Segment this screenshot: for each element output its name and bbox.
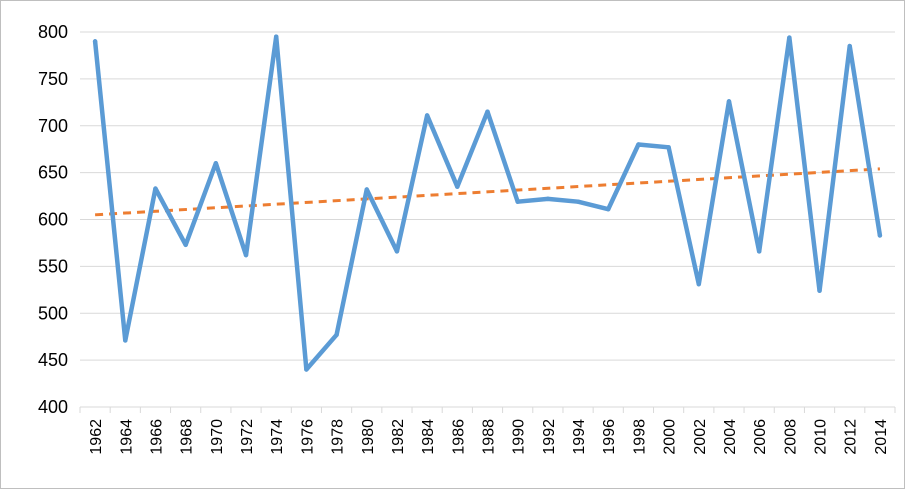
x-tick-label: 2006 — [752, 419, 769, 455]
x-tick-label: 1998 — [631, 419, 648, 455]
data-point-1990 — [515, 199, 520, 204]
x-tick-label: 1980 — [360, 419, 377, 455]
x-tick-label: 2008 — [782, 419, 799, 455]
x-tick-label: 1974 — [269, 419, 286, 455]
data-point-1964 — [123, 338, 128, 343]
y-tick-label: 700 — [38, 116, 68, 136]
data-point-2014 — [877, 233, 883, 238]
data-point-1998 — [636, 142, 641, 147]
data-point-2004 — [726, 99, 732, 104]
x-tick-label: 1972 — [239, 419, 256, 455]
series-layer — [92, 34, 883, 372]
data-point-2008 — [787, 35, 792, 40]
data-point-1986 — [455, 184, 460, 189]
x-tick-label: 2014 — [873, 419, 890, 455]
data-point-1972 — [243, 252, 249, 258]
data-point-1980 — [364, 187, 369, 192]
x-tick-label: 1962 — [88, 419, 105, 455]
x-tick-label: 1986 — [450, 419, 467, 455]
x-tick-label: 1966 — [148, 419, 165, 455]
y-tick-label: 550 — [38, 256, 68, 276]
y-tick-label: 450 — [38, 350, 68, 370]
data-point-1970 — [213, 161, 219, 166]
x-tick-label: 1988 — [481, 419, 498, 455]
x-tick-label: 1970 — [209, 419, 226, 455]
x-tick-label: 2000 — [662, 419, 679, 455]
data-point-1966 — [153, 186, 158, 191]
data-point-1988 — [485, 109, 490, 114]
y-tick-label: 800 — [38, 22, 68, 42]
x-tick-label: 2004 — [722, 419, 739, 455]
data-point-2002 — [696, 281, 701, 287]
data-point-2012 — [847, 43, 852, 49]
y-tick-label: 750 — [38, 69, 68, 89]
data-point-1962 — [92, 39, 98, 44]
x-tick-label: 1996 — [601, 419, 618, 455]
x-tick-label: 1976 — [299, 419, 316, 455]
data-point-1978 — [334, 332, 339, 338]
trendline — [95, 167, 880, 217]
x-tick-label: 1982 — [390, 419, 407, 455]
x-tick-label: 1992 — [541, 419, 558, 455]
x-tick-label: 1994 — [571, 419, 588, 455]
series-line — [92, 34, 883, 372]
data-point-1996 — [606, 206, 611, 212]
x-tick-label: 1968 — [179, 419, 196, 455]
data-point-1974 — [274, 34, 279, 39]
data-point-1968 — [183, 242, 188, 248]
x-tick-label: 1964 — [118, 419, 135, 455]
data-point-2006 — [756, 249, 762, 254]
data-point-1984 — [424, 113, 430, 118]
x-tick-label: 2002 — [692, 419, 709, 455]
data-point-1994 — [575, 199, 581, 204]
x-tick-label: 2012 — [843, 419, 860, 455]
data-point-1992 — [545, 196, 551, 202]
y-tick-label: 400 — [38, 397, 68, 417]
data-point-2010 — [817, 288, 822, 293]
x-tick-label: 1984 — [420, 419, 437, 455]
y-tick-label: 500 — [38, 303, 68, 323]
y-tick-label: 650 — [38, 163, 68, 183]
data-point-2000 — [666, 145, 671, 150]
x-tick-label: 1978 — [330, 419, 347, 455]
x-tick-label: 1990 — [511, 419, 528, 455]
data-point-1982 — [394, 249, 400, 254]
x-tick-label: 2010 — [813, 419, 830, 455]
gridlines — [79, 31, 896, 413]
y-tick-label: 600 — [38, 210, 68, 230]
y-axis-tick-labels: 400 450 500 550 600 650 700 750 800 — [38, 22, 68, 417]
x-axis-tick-labels: 1962 1964 1966 1968 1970 1972 1974 1976 1978 1980… — [88, 419, 890, 455]
data-point-1976 — [304, 367, 309, 372]
